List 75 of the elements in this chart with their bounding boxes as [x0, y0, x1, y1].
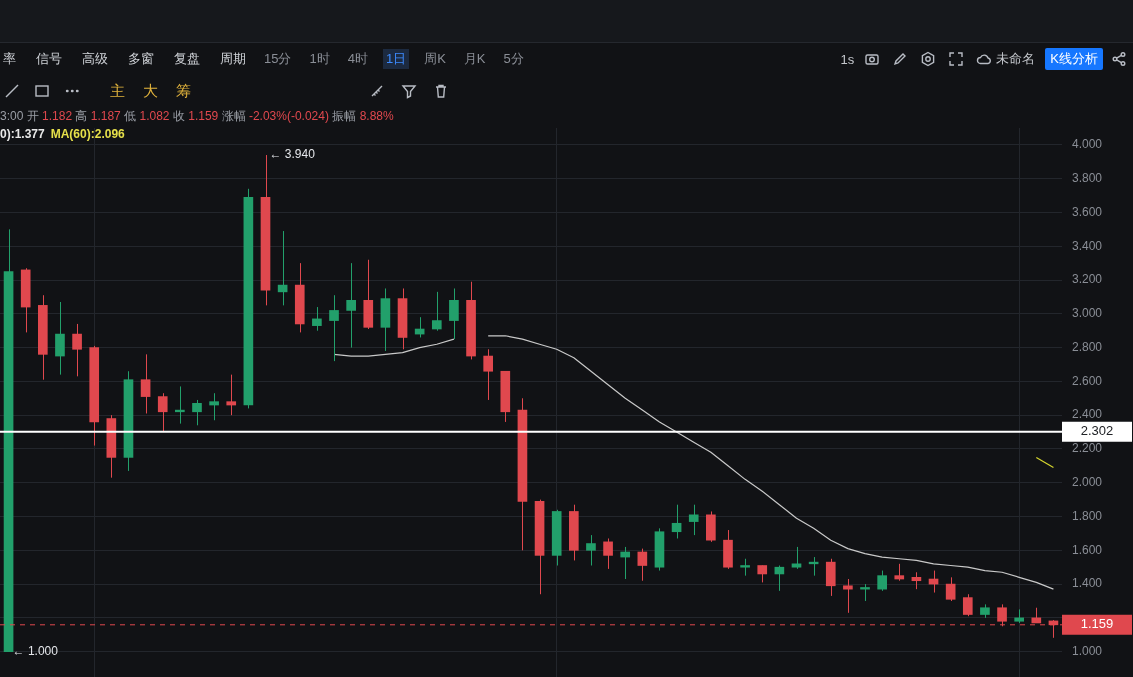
text: 周K [423, 50, 447, 68]
text: 高级 [81, 50, 109, 68]
text: 未命名 [996, 50, 1036, 68]
y-tick-label: 1.400 [1072, 576, 1103, 591]
candlestick [209, 392, 219, 421]
candlestick [329, 294, 339, 362]
candlestick [586, 534, 596, 567]
annotation: 0):1.377 [0, 127, 45, 141]
y-tick-label: 3.200 [1072, 272, 1103, 287]
candlestick [89, 345, 100, 447]
annotation: ← 3.940 [269, 147, 316, 162]
candlestick [363, 259, 374, 330]
text: 主 [110, 81, 125, 101]
y-tick-label: 1.800 [1072, 508, 1103, 523]
y-tick-label: 2.200 [1072, 441, 1103, 456]
ref-line-label: 2.302 [1080, 423, 1114, 439]
text: 周期 [219, 50, 247, 68]
candlestick [466, 281, 476, 360]
candlestick [723, 529, 733, 570]
y-tick-label: 2.400 [1072, 407, 1103, 422]
text: 15分 [263, 50, 293, 68]
candlestick [740, 558, 750, 577]
text: 1时 [308, 50, 331, 68]
text: 3:00 开 1.182 高 1.187 低 1.082 收 1.159 涨幅 -2.03%(-0.024) 振幅 8.88% [0, 109, 394, 123]
text: K线分析 [1045, 48, 1103, 70]
candlestick [894, 563, 905, 582]
text: 1日 [382, 49, 410, 69]
candlestick [346, 262, 356, 349]
text: 5分 [502, 50, 525, 68]
ref-line-label: 1.159 [1080, 616, 1114, 632]
candlestick [825, 558, 836, 597]
y-tick-label: 3.000 [1072, 306, 1103, 321]
candlestick [226, 374, 237, 416]
candlestick [55, 301, 65, 376]
candlestick [568, 504, 579, 561]
y-tick-label: 2.000 [1072, 475, 1103, 490]
candlestick [500, 370, 511, 423]
candlestick [72, 323, 82, 377]
candlestick [962, 593, 973, 617]
y-tick-label: 3.600 [1072, 204, 1103, 219]
y-tick-label: 3.400 [1072, 238, 1103, 253]
text: 大 [143, 81, 158, 101]
y-tick-label: 4.000 [1072, 137, 1103, 152]
y-tick-label: 1.600 [1072, 542, 1103, 557]
candlestick [791, 546, 802, 570]
text: 筹 [176, 81, 191, 101]
text: 复盘 [173, 50, 201, 68]
text: 月K [462, 50, 487, 68]
candlestick [980, 603, 990, 619]
candlestick [483, 348, 494, 401]
candlestick [603, 537, 613, 570]
candlestick [192, 399, 202, 426]
y-tick-label: 2.800 [1072, 339, 1103, 354]
y-tick-label: 1.000 [1072, 643, 1103, 658]
text: 多窗 [127, 50, 155, 68]
annotation: MA(60):2.096 [50, 127, 125, 141]
candlestick [757, 565, 768, 583]
text: 率 [2, 50, 17, 68]
annotation: ← 1.000 [12, 643, 59, 658]
text: 4时 [346, 50, 369, 68]
text: 1s [840, 51, 855, 67]
candlestick [20, 267, 31, 333]
candlestick [37, 294, 48, 381]
y-tick-label: 2.600 [1072, 373, 1103, 388]
candlestick [157, 392, 168, 433]
candlestick [843, 578, 853, 614]
y-tick-label: 3.800 [1072, 170, 1103, 185]
candlestick [877, 570, 887, 592]
candlestick [551, 509, 562, 567]
candlestick [294, 262, 305, 333]
candlestick [706, 510, 716, 543]
candlestick [431, 291, 442, 332]
candlestick [449, 287, 459, 340]
text: 信号 [35, 50, 63, 68]
candlestick [1014, 608, 1025, 624]
